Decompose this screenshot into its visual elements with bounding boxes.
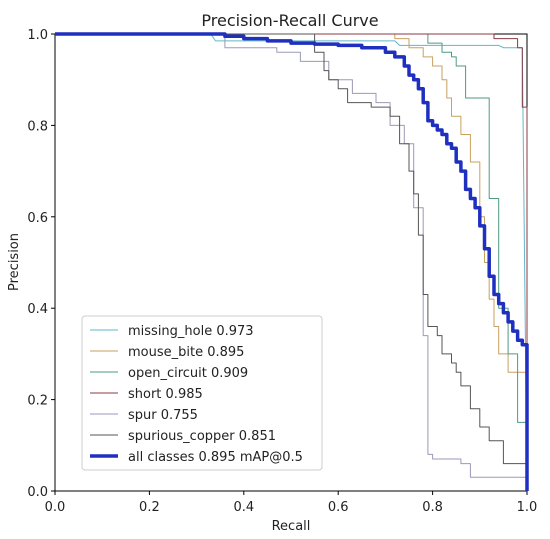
series-line-2 bbox=[55, 33, 528, 491]
series-line-3 bbox=[55, 33, 528, 491]
y-tick-label: 0.8 bbox=[27, 119, 48, 134]
y-tick-label: 0.0 bbox=[27, 485, 48, 500]
ticks-layer: 0.0 0.2 0.4 0.6 0.8 1.0 0.0 0.2 0.4 0.6 0.8 1.0 bbox=[27, 28, 537, 515]
x-tick-label: 0.6 bbox=[328, 500, 349, 515]
legend-label-4: spur 0.755 bbox=[128, 408, 198, 423]
series-line-6 bbox=[55, 32, 529, 491]
series-line-1 bbox=[55, 33, 528, 491]
legend-label-3: short 0.985 bbox=[128, 387, 203, 402]
series-line-5 bbox=[55, 33, 528, 491]
y-tick-label: 1.0 bbox=[27, 28, 48, 43]
x-tick-label: 0.2 bbox=[139, 500, 160, 515]
x-tick-label: 0.8 bbox=[422, 500, 443, 515]
y-axis-label: Precision bbox=[7, 233, 22, 291]
series-line-0 bbox=[55, 33, 528, 492]
legend-items: missing_hole 0.973 mouse_bite 0.895 open_c… bbox=[90, 324, 303, 465]
x-tick-label: 0.0 bbox=[45, 500, 66, 515]
y-tick-label: 0.2 bbox=[27, 394, 48, 409]
legend-label-1: mouse_bite 0.895 bbox=[128, 345, 244, 360]
legend-label-5: spurious_copper 0.851 bbox=[128, 429, 276, 444]
legend-label-6: all classes 0.895 mAP@0.5 bbox=[128, 450, 303, 465]
legend-label-0: missing_hole 0.973 bbox=[128, 324, 254, 339]
y-tick-label: 0.6 bbox=[27, 211, 48, 226]
chart-title: Precision-Recall Curve bbox=[201, 11, 378, 30]
x-tick-label: 1.0 bbox=[517, 500, 538, 515]
legend-box bbox=[81, 315, 323, 471]
legend-label-2: open_circuit 0.909 bbox=[128, 366, 248, 381]
x-axis-label: Recall bbox=[272, 519, 311, 534]
y-tick-label: 0.4 bbox=[27, 302, 48, 317]
series-line-4 bbox=[55, 33, 528, 491]
x-tick-label: 0.4 bbox=[233, 500, 254, 515]
legend: missing_hole 0.973 mouse_bite 0.895 open_c… bbox=[81, 315, 323, 471]
series-layer bbox=[55, 32, 529, 492]
